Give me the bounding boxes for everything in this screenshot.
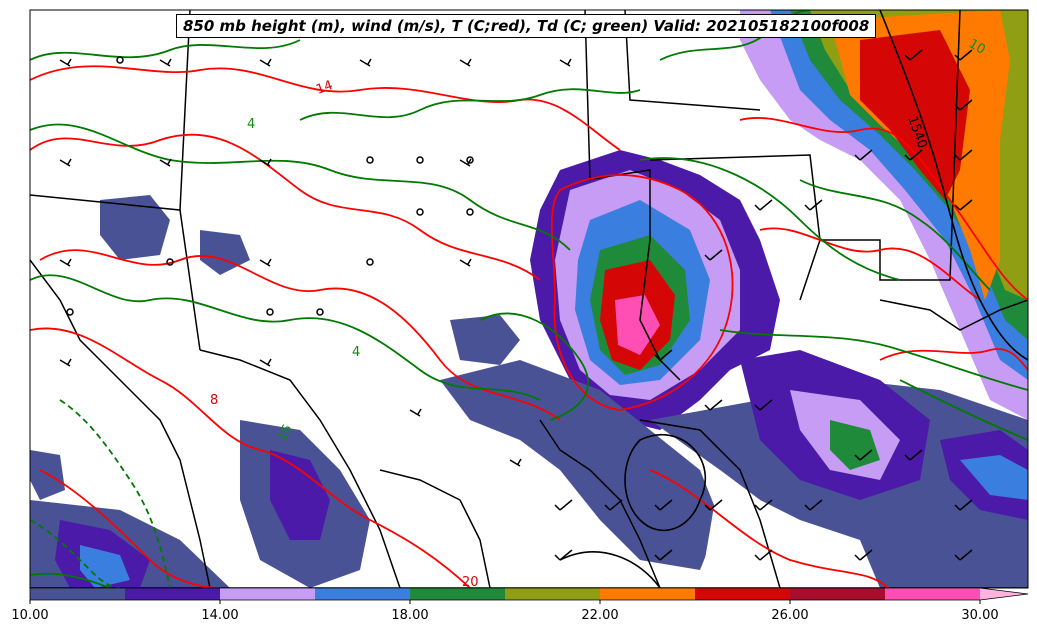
temperature-contours [30,65,1028,588]
calm-wind-circles [66,56,474,316]
colorbar [29,587,1029,604]
colorbar-tick-label: 14.00 [201,608,239,623]
colorbar-tick-label: 18.00 [391,608,429,623]
contour-label: 4 [247,117,255,132]
colorbar-tick-label: 10.00 [11,608,49,623]
colorbar-tick-label: 22.00 [581,608,619,623]
contour-label: 8 [210,393,218,408]
contour-label: 14 [314,78,335,98]
colorbar-tick-label: 30.00 [961,608,999,623]
contour-label: 4 [352,345,360,360]
map-title: 850 mb height (m), wind (m/s), T (C;red)… [176,14,877,38]
contour-label: 10 [966,36,988,57]
dewpoint-contours [30,10,1028,588]
gulf-water-east [700,470,880,588]
colorbar-tick-label: 26.00 [771,608,809,623]
moisture-shading [30,10,1028,588]
contour-label: 16 [274,422,295,444]
contour-label: 20 [462,575,479,590]
gulf-water [470,470,620,588]
height-contours [559,10,1028,588]
wind-barbs [59,49,973,561]
